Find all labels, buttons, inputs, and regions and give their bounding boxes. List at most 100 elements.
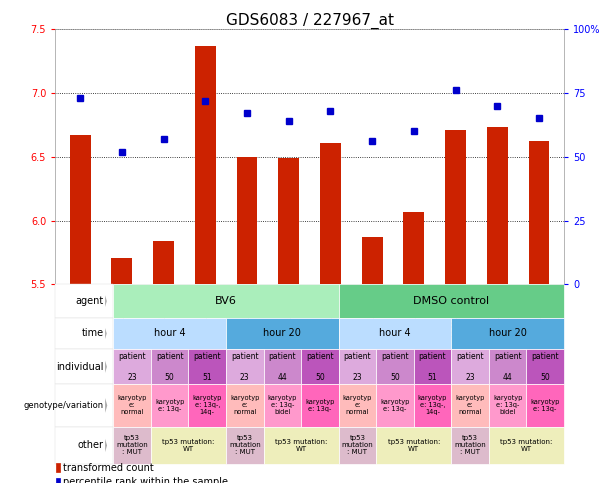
Text: tp53 mutation:
WT: tp53 mutation: WT — [387, 439, 440, 452]
Text: karyotyp
e:
normal: karyotyp e: normal — [118, 396, 147, 415]
Bar — [113, 318, 226, 349]
Bar — [376, 384, 414, 426]
Bar — [445, 130, 466, 284]
Bar — [56, 464, 61, 472]
Bar — [188, 349, 226, 384]
Text: karyotyp
e:
normal: karyotyp e: normal — [343, 396, 372, 415]
Bar — [451, 349, 489, 384]
Text: karyotyp
e: 13q-: karyotyp e: 13q- — [155, 399, 185, 412]
Bar — [226, 318, 338, 349]
Bar — [301, 384, 338, 426]
Text: karyotyp
e: 13q-: karyotyp e: 13q- — [530, 399, 560, 412]
Bar — [55, 349, 113, 384]
Bar — [338, 318, 451, 349]
Bar — [489, 349, 527, 384]
Text: transformed count: transformed count — [63, 463, 154, 473]
Bar — [528, 142, 549, 284]
Text: patient

50: patient 50 — [306, 352, 333, 382]
Text: patient

44: patient 44 — [268, 352, 296, 382]
Bar — [226, 426, 264, 464]
Bar — [264, 384, 301, 426]
Text: karyotyp
e: 13q-: karyotyp e: 13q- — [305, 399, 335, 412]
Text: patient

23: patient 23 — [456, 352, 484, 382]
Bar — [55, 384, 113, 426]
Bar — [151, 426, 226, 464]
Text: hour 4: hour 4 — [379, 328, 411, 339]
Text: patient

51: patient 51 — [419, 352, 446, 382]
Bar — [414, 384, 451, 426]
Bar — [113, 384, 151, 426]
Polygon shape — [105, 398, 107, 413]
Bar — [55, 426, 113, 464]
Text: time: time — [82, 328, 104, 339]
Text: tp53 mutation:
WT: tp53 mutation: WT — [162, 439, 215, 452]
Text: patient

23: patient 23 — [118, 352, 146, 382]
Bar — [113, 284, 338, 318]
Bar — [153, 241, 174, 284]
Bar — [113, 426, 151, 464]
Bar — [487, 128, 508, 284]
Polygon shape — [105, 295, 107, 307]
Bar — [301, 349, 338, 384]
Bar — [338, 284, 564, 318]
Polygon shape — [105, 361, 107, 373]
Bar — [362, 237, 383, 284]
Text: tp53 mutation:
WT: tp53 mutation: WT — [275, 439, 327, 452]
Text: karyotyp
e: 13q-: karyotyp e: 13q- — [380, 399, 409, 412]
Text: tp53
mutation
: MUT: tp53 mutation : MUT — [229, 436, 261, 455]
Text: karyotyp
e: 13q-,
14q-: karyotyp e: 13q-, 14q- — [192, 396, 222, 415]
Text: patient

23: patient 23 — [344, 352, 371, 382]
Bar — [414, 349, 451, 384]
Bar — [527, 384, 564, 426]
Polygon shape — [105, 328, 107, 339]
Bar — [226, 384, 264, 426]
Bar — [55, 318, 113, 349]
Bar — [70, 135, 91, 284]
Text: DMSO control: DMSO control — [413, 296, 489, 306]
Bar — [55, 284, 113, 318]
Polygon shape — [105, 439, 107, 452]
Text: patient

51: patient 51 — [194, 352, 221, 382]
Bar — [376, 349, 414, 384]
Bar — [320, 142, 341, 284]
Text: tp53
mutation
: MUT: tp53 mutation : MUT — [454, 436, 486, 455]
Bar — [451, 426, 489, 464]
Text: tp53
mutation
: MUT: tp53 mutation : MUT — [341, 436, 373, 455]
Text: patient

50: patient 50 — [531, 352, 559, 382]
Text: hour 4: hour 4 — [154, 328, 186, 339]
Bar — [338, 426, 376, 464]
Bar — [195, 45, 216, 284]
Text: karyotyp
e:
normal: karyotyp e: normal — [455, 396, 485, 415]
Text: patient

50: patient 50 — [156, 352, 183, 382]
Bar — [56, 478, 61, 483]
Text: BV6: BV6 — [215, 296, 237, 306]
Bar — [151, 349, 188, 384]
Bar — [403, 212, 424, 284]
Bar — [451, 384, 489, 426]
Bar — [226, 349, 264, 384]
Text: karyotyp
e: 13q-
bidel: karyotyp e: 13q- bidel — [268, 396, 297, 415]
Bar — [451, 318, 564, 349]
Bar — [338, 349, 376, 384]
Bar — [489, 384, 527, 426]
Text: karyotyp
e: 13q-
bidel: karyotyp e: 13q- bidel — [493, 396, 522, 415]
Text: hour 20: hour 20 — [489, 328, 527, 339]
Bar — [376, 426, 451, 464]
Text: agent: agent — [76, 296, 104, 306]
Text: tp53 mutation:
WT: tp53 mutation: WT — [500, 439, 552, 452]
Title: GDS6083 / 227967_at: GDS6083 / 227967_at — [226, 13, 394, 29]
Text: karyotyp
e:
normal: karyotyp e: normal — [230, 396, 259, 415]
Bar — [188, 384, 226, 426]
Text: individual: individual — [56, 362, 104, 372]
Text: patient

23: patient 23 — [231, 352, 259, 382]
Text: patient

50: patient 50 — [381, 352, 409, 382]
Text: genotype/variation: genotype/variation — [24, 401, 104, 410]
Bar — [489, 426, 564, 464]
Bar — [237, 156, 257, 284]
Bar — [527, 349, 564, 384]
Bar — [264, 349, 301, 384]
Text: percentile rank within the sample: percentile rank within the sample — [63, 477, 228, 483]
Bar — [278, 158, 299, 284]
Text: hour 20: hour 20 — [264, 328, 301, 339]
Bar — [151, 384, 188, 426]
